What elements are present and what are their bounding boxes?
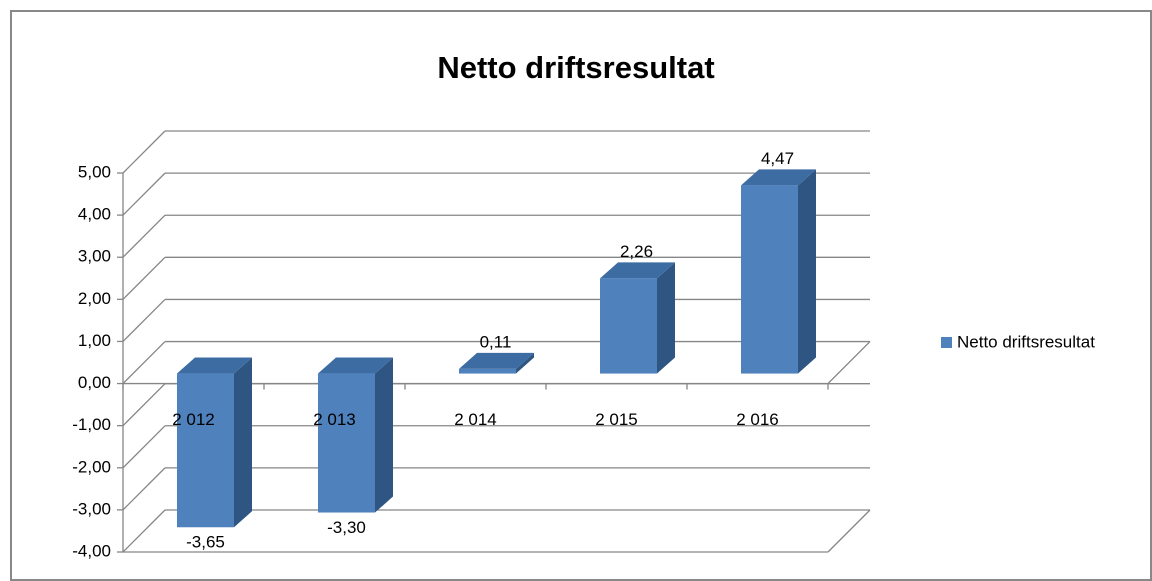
grid-line-side: [122, 341, 166, 385]
data-label: 0,11: [480, 332, 512, 351]
y-tick-label: 0,00: [78, 373, 111, 392]
data-label: -3,65: [186, 533, 225, 552]
data-label: 2,26: [620, 242, 653, 261]
y-tick-label: 1,00: [78, 331, 111, 350]
y-tick-label: -1,00: [72, 415, 111, 434]
grid-line-side: [122, 425, 166, 469]
bar-top: [318, 357, 393, 374]
y-tick-label: 3,00: [78, 247, 111, 266]
grid-line-side: [122, 130, 166, 174]
x-tick-label: 2 016: [736, 410, 779, 429]
y-tick-label: -3,00: [72, 499, 111, 518]
grid-line-side: [122, 214, 166, 258]
floor-edge: [827, 341, 871, 385]
bar-side: [375, 357, 393, 513]
bar-side: [234, 357, 252, 528]
bar-top: [177, 357, 252, 374]
grid-line-side: [122, 298, 166, 342]
bar: [318, 373, 375, 513]
grid-line-side: [122, 509, 166, 553]
x-tick-label: 2 012: [172, 410, 215, 429]
bar: [741, 185, 798, 374]
x-tick-label: 2 013: [313, 410, 356, 429]
grid-line-side: [122, 383, 166, 427]
bar-side: [798, 169, 816, 374]
bar-side: [657, 262, 675, 374]
bar-top: [741, 169, 816, 186]
y-tick-label: -2,00: [72, 457, 111, 476]
y-tick-label: 4,00: [78, 205, 111, 224]
bar: [600, 278, 657, 374]
x-tick-label: 2 015: [595, 410, 638, 429]
grid-line-side: [122, 467, 166, 511]
x-tick-label: 2 014: [454, 410, 497, 429]
legend-swatch: [941, 337, 952, 348]
grid-line-side: [122, 256, 166, 300]
bar: [459, 368, 516, 374]
data-label: 4,47: [761, 149, 794, 168]
y-tick-label: 2,00: [78, 289, 111, 308]
chart-title: Netto driftsresultat: [437, 50, 714, 85]
bar-side: [516, 352, 534, 374]
y-tick-label: -4,00: [72, 541, 111, 560]
grid-line-side: [122, 172, 166, 216]
legend-label: Netto driftsresultat: [957, 332, 1095, 351]
data-label: -3,30: [327, 518, 366, 537]
bar: [177, 373, 234, 528]
bar-top: [459, 352, 534, 369]
y-tick-label: 5,00: [78, 162, 111, 181]
bar-top: [600, 262, 675, 279]
floor-edge: [827, 509, 871, 553]
